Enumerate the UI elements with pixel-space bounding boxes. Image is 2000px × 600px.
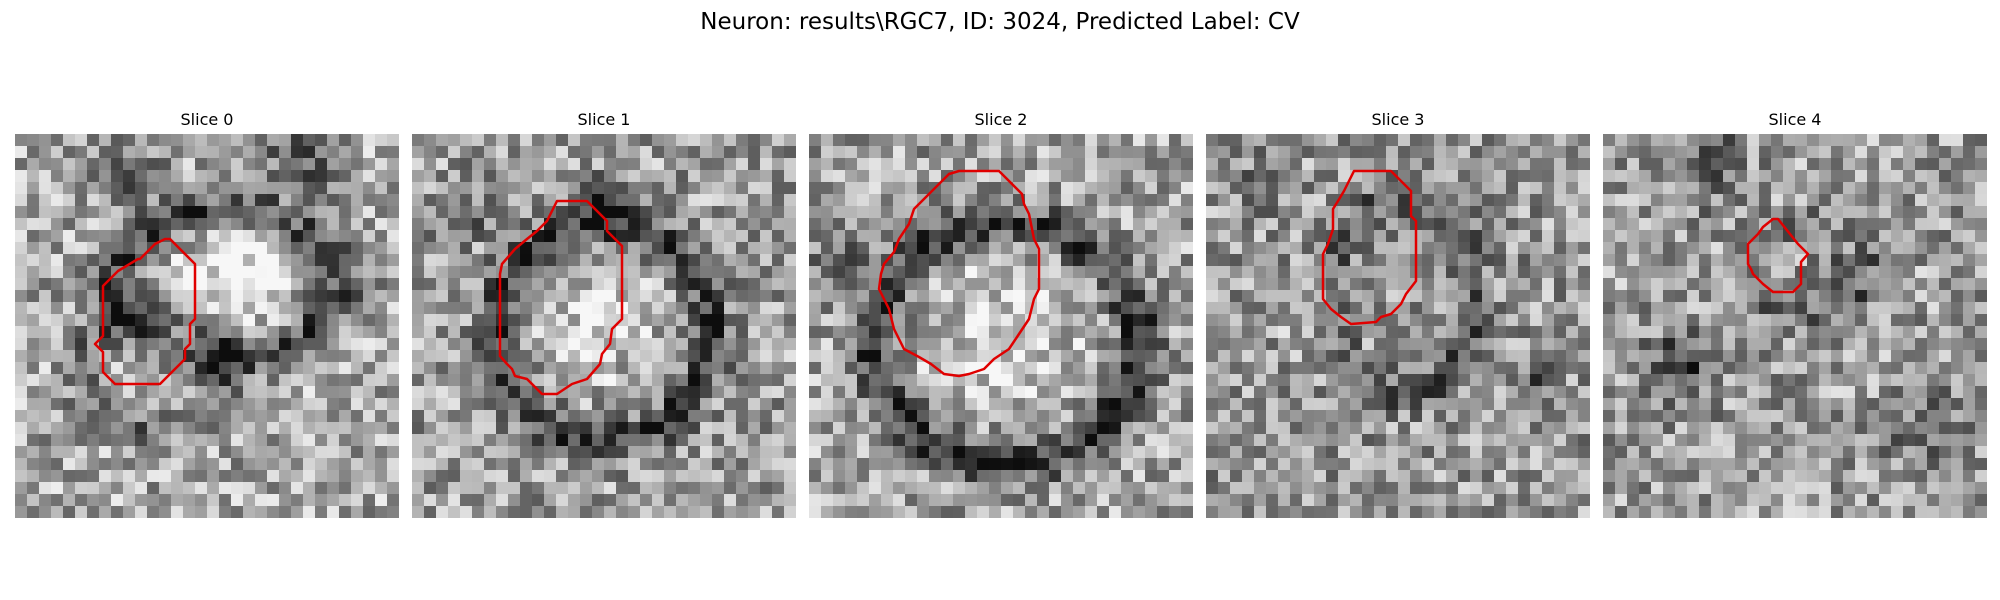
slice-image-3 [1206,134,1590,518]
slice-panel-3: Slice 3 [1206,106,1590,518]
segmentation-outline [498,199,624,396]
slice-title-1: Slice 1 [577,110,631,129]
slice-title-3: Slice 3 [1371,110,1425,129]
slice-image-0 [15,134,399,518]
slice-panel-2: Slice 2 [809,106,1193,518]
segmentation-outline [1321,169,1418,326]
segmentation-outline [877,169,1041,378]
slice-image-2 [809,134,1193,518]
slice-panel-0: Slice 0 [15,106,399,518]
slice-title-2: Slice 2 [974,110,1028,129]
slice-panel-4: Slice 4 [1603,106,1987,518]
segmentation-outline [93,237,197,386]
slice-title-0: Slice 0 [180,110,234,129]
segmentation-outline [1746,217,1810,294]
slice-panel-1: Slice 1 [412,106,796,518]
slice-image-4 [1603,134,1987,518]
slice-image-1 [412,134,796,518]
slice-title-4: Slice 4 [1768,110,1822,129]
figure-title: Neuron: results\RGC7, ID: 3024, Predicte… [700,9,1300,35]
